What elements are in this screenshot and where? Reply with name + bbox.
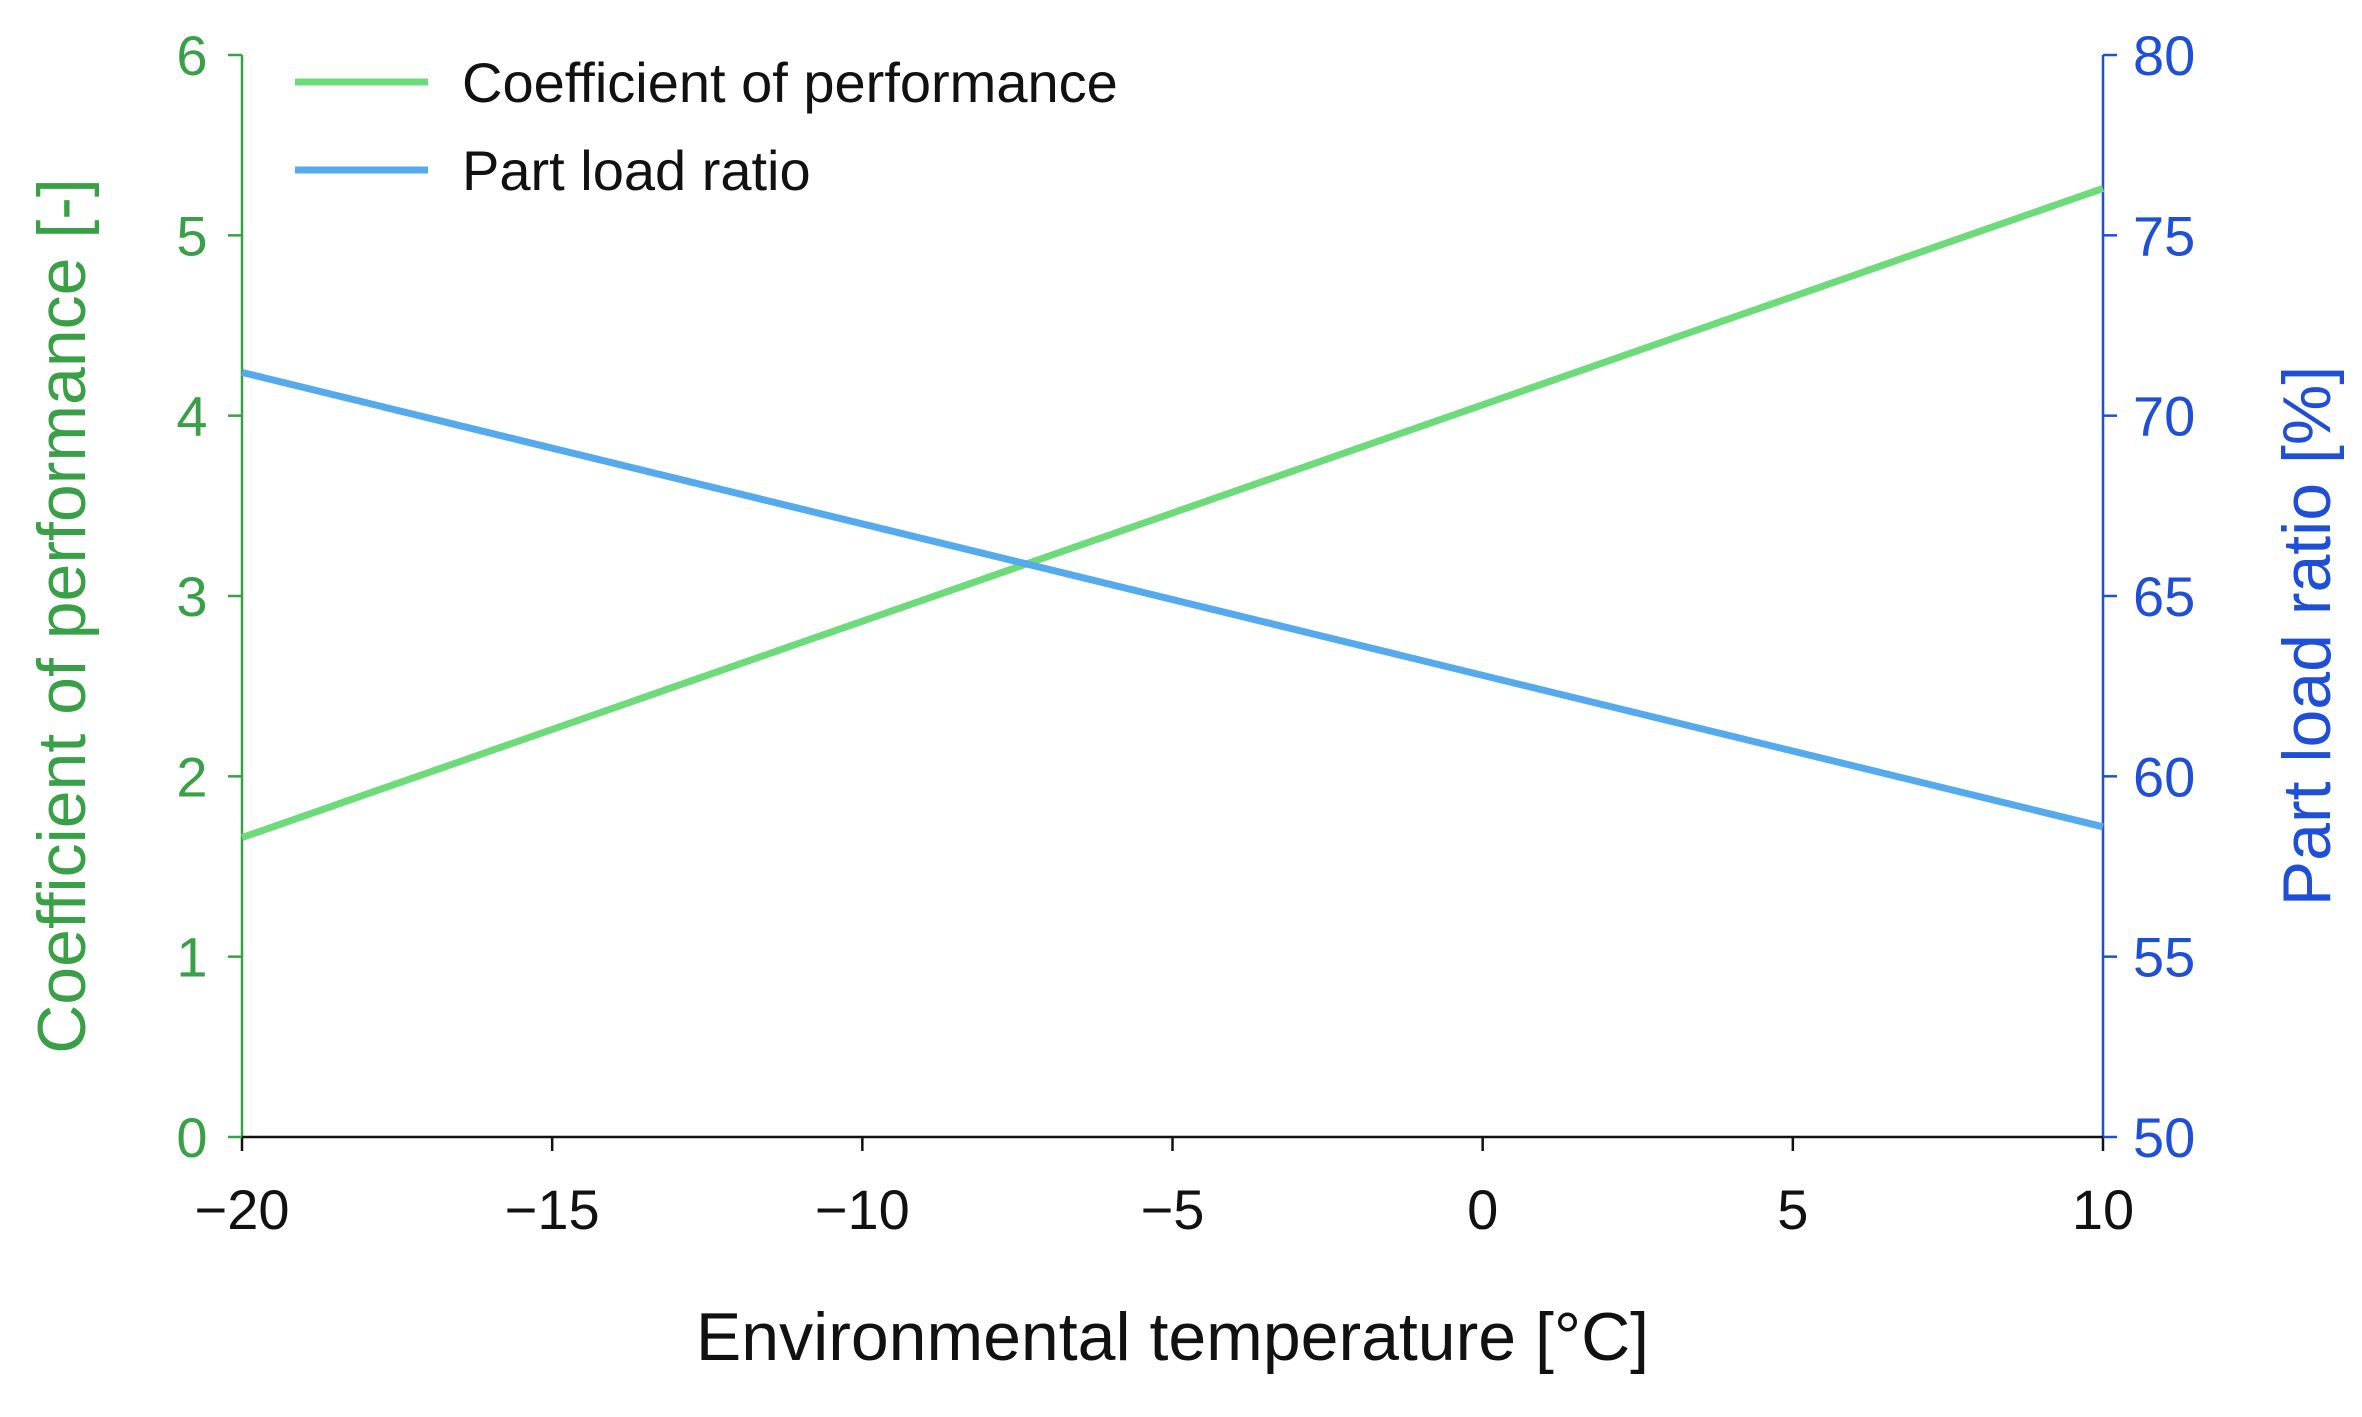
x-tick-label: 10 <box>2072 1178 2134 1241</box>
x-tick-label: −10 <box>815 1178 910 1241</box>
y-right-tick-label: 50 <box>2133 1106 2195 1169</box>
y-right-tick-label: 80 <box>2133 24 2195 87</box>
y-left-tick-label: 0 <box>176 1106 207 1169</box>
y-left-tick-label: 1 <box>176 926 207 989</box>
y-right-tick-label: 75 <box>2133 204 2195 267</box>
y-left-tick-label: 5 <box>176 204 207 267</box>
x-tick-label: 5 <box>1777 1178 1808 1241</box>
y-right-axis-title: Part load ratio [%] <box>2269 366 2345 906</box>
y-left-tick-label: 3 <box>176 565 207 628</box>
series-lines <box>240 185 2105 841</box>
y-right-ticks: 50 55 60 65 70 75 80 <box>2103 24 2195 1169</box>
y-left-tick-label: 4 <box>176 385 207 448</box>
y-right-tick-label: 65 <box>2133 565 2195 628</box>
series-line-cop <box>240 185 2105 841</box>
x-tick-label: 0 <box>1467 1178 1498 1241</box>
x-axis-title: Environmental temperature [°C] <box>696 1299 1649 1375</box>
y-left-axis-title: Coefficient of performance [-] <box>24 178 100 1054</box>
legend: Coefficient of performance Part load rat… <box>295 51 1118 202</box>
series-line-plr <box>241 368 2104 831</box>
y-left-ticks: 0 1 2 3 4 5 6 <box>176 24 242 1169</box>
y-right-tick-label: 60 <box>2133 745 2195 808</box>
legend-label-cop: Coefficient of performance <box>462 51 1118 114</box>
legend-label-plr: Part load ratio <box>462 139 811 202</box>
x-tick-label: −5 <box>1141 1178 1205 1241</box>
y-right-tick-label: 55 <box>2133 926 2195 989</box>
x-ticks: −20 −15 −10 −5 0 5 10 <box>195 1137 2134 1241</box>
y-left-tick-label: 2 <box>176 745 207 808</box>
y-left-tick-label: 6 <box>176 24 207 87</box>
x-tick-label: −20 <box>195 1178 290 1241</box>
y-right-tick-label: 70 <box>2133 385 2195 448</box>
x-tick-label: −15 <box>505 1178 600 1241</box>
